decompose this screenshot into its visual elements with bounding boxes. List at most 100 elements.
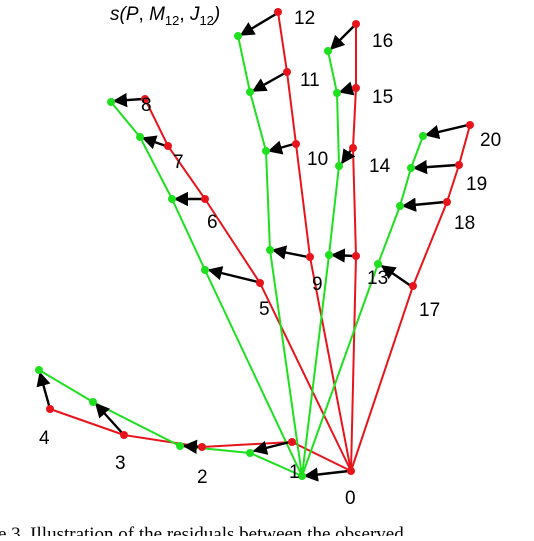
formula-sub-m: 12 — [165, 13, 179, 28]
observed-skeleton — [49, 11, 471, 472]
model-joint — [335, 162, 343, 170]
residual-arrow-13 — [330, 248, 355, 263]
observed-joints — [46, 8, 474, 475]
joint-label-6: 6 — [207, 212, 218, 233]
observed-joint — [409, 282, 417, 290]
model-joint — [176, 442, 184, 450]
model-joint — [246, 88, 254, 96]
observed-joint — [274, 8, 282, 16]
residual-arrow-17 — [380, 265, 412, 287]
joint-label-4: 4 — [39, 428, 50, 449]
residual-arrow-15 — [338, 81, 355, 96]
model-joint — [374, 260, 382, 268]
observed-joint — [120, 431, 128, 439]
joint-label-18: 18 — [454, 213, 475, 234]
residual-arrow-9 — [271, 245, 309, 260]
observed-joint — [347, 467, 355, 475]
residual-arrow-1 — [303, 467, 350, 482]
joint-labels: 0 1 2 3 4 5 6 7 8 9 10 11 12 13 14 15 16… — [39, 8, 501, 509]
residual-arrow-20 — [424, 123, 469, 140]
model-joint — [407, 164, 415, 172]
residual-arrow-16 — [329, 25, 355, 51]
model-skeleton — [38, 35, 424, 477]
joint-label-14: 14 — [369, 156, 391, 177]
joint-label-0: 0 — [345, 488, 356, 509]
observed-joint — [256, 279, 264, 287]
model-joint — [325, 251, 333, 259]
model-joint — [298, 472, 306, 480]
model-thumb-chain — [38, 369, 303, 477]
residual-arrow-5 — [207, 266, 259, 284]
model-joint — [35, 366, 43, 374]
model-joint — [246, 449, 254, 457]
residual-arrow-4 — [36, 371, 52, 410]
observed-joint — [288, 438, 296, 446]
joint-label-10: 10 — [307, 149, 328, 170]
model-joint — [266, 246, 274, 254]
formula-close: ) — [212, 4, 220, 25]
observed-joint — [198, 443, 206, 451]
model-joint — [324, 47, 332, 55]
observed-joint — [349, 144, 357, 152]
joint-label-1: 1 — [289, 462, 300, 483]
residual-arrow-thumb-1 — [252, 440, 291, 455]
residual-arrow-19 — [412, 159, 458, 175]
observed-joint — [443, 198, 451, 206]
residual-arrow-10 — [267, 140, 295, 155]
formula-sub-j: 12 — [199, 13, 213, 28]
joint-label-11: 11 — [300, 70, 320, 91]
observed-joint — [164, 142, 172, 150]
joint-label-17: 17 — [419, 300, 440, 321]
residual-arrow-12 — [239, 12, 277, 37]
model-joint — [234, 32, 242, 40]
joint-label-20: 20 — [480, 130, 501, 151]
observed-joint — [201, 195, 209, 203]
joint-label-8: 8 — [141, 95, 152, 116]
joint-label-13: 13 — [367, 268, 388, 289]
formula-func: s( — [110, 4, 128, 25]
joint-label-9: 9 — [312, 274, 323, 295]
observed-joint — [466, 121, 474, 129]
model-joint — [333, 89, 341, 97]
model-index-chain — [110, 101, 303, 477]
figure-caption-fragment: e 3. Illustration of the residuals betwe… — [0, 524, 404, 536]
observed-joint — [352, 20, 360, 28]
model-joint — [262, 147, 270, 155]
joint-label-12: 12 — [294, 8, 315, 29]
observed-joint — [283, 68, 291, 76]
formula-sep-1: , — [139, 4, 150, 25]
residual-arrows — [36, 12, 469, 482]
joint-label-19: 19 — [466, 174, 487, 195]
residual-arrow-11 — [251, 71, 286, 93]
formula-sep-2: , — [179, 4, 190, 25]
model-joint — [107, 98, 115, 106]
model-joint — [89, 398, 97, 406]
joint-label-5: 5 — [259, 299, 270, 320]
observed-joint — [455, 161, 463, 169]
residual-arrow-14 — [341, 148, 356, 165]
model-ring-chain — [301, 50, 341, 477]
residual-arrow-3 — [95, 402, 125, 436]
observed-joint — [141, 95, 149, 103]
joint-label-15: 15 — [372, 87, 393, 108]
observed-joint — [352, 84, 360, 92]
residual-arrow-8 — [112, 92, 144, 108]
observed-joint — [46, 405, 54, 413]
model-joints — [35, 32, 427, 480]
residual-arrow-7 — [141, 135, 167, 150]
joint-label-16: 16 — [372, 31, 393, 52]
joint-label-7: 7 — [173, 152, 184, 173]
observed-joint — [292, 140, 300, 148]
observed-joint — [306, 253, 314, 261]
formula-arg-m: M — [149, 4, 165, 25]
residual-arrow-2 — [182, 439, 201, 454]
model-joint — [168, 195, 176, 203]
model-joint — [419, 132, 427, 140]
residual-function-annotation: s(P, M12, J12) — [110, 4, 220, 28]
formula-arg-p: P — [126, 4, 139, 25]
model-joint — [201, 266, 209, 274]
model-joint — [136, 133, 144, 141]
residual-arrow-18 — [401, 197, 446, 212]
